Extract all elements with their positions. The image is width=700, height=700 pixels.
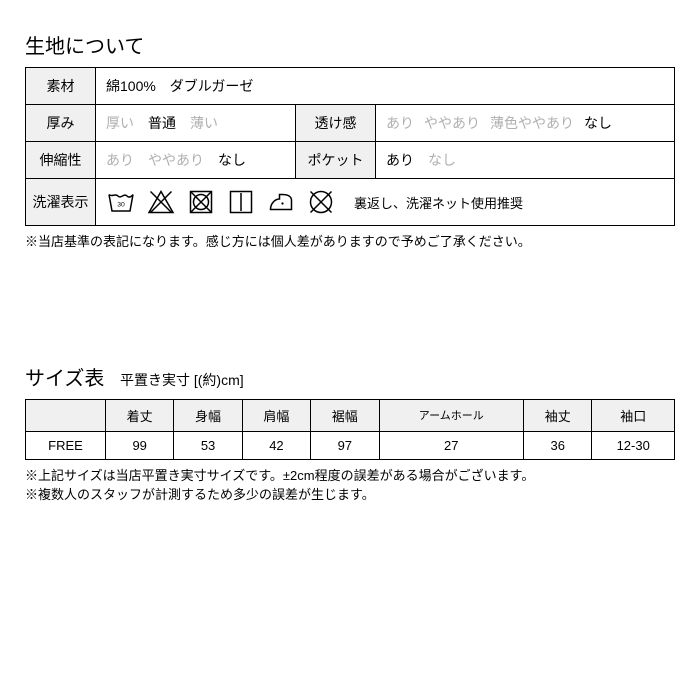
fabric-table: 素材 綿100% ダブルガーゼ 厚み 厚い 普通 薄い 透け感 あり ややあり … <box>25 67 675 226</box>
size-cell: 12-30 <box>592 431 675 459</box>
size-cell: 27 <box>379 431 524 459</box>
sheer-label: 透け感 <box>296 105 376 142</box>
size-col: 身幅 <box>174 399 242 431</box>
stretch-opt: あり <box>106 150 134 170</box>
svg-text:30: 30 <box>117 202 125 209</box>
thickness-opt: 厚い <box>106 113 134 133</box>
tumble-icon <box>186 187 216 217</box>
bleach-icon <box>146 187 176 217</box>
size-cell: 36 <box>524 431 592 459</box>
material-label: 素材 <box>26 68 96 105</box>
stretch-opt: ややあり <box>148 150 204 170</box>
pocket-opt: なし <box>428 150 456 170</box>
care-label: 洗濯表示 <box>26 179 96 226</box>
stretch-label: 伸縮性 <box>26 142 96 179</box>
size-col <box>26 399 106 431</box>
size-note2: ※複数人のスタッフが計測するため多少の誤差が生じます。 <box>25 485 675 505</box>
size-row: FREE 99 53 42 97 27 36 12-30 <box>26 431 675 459</box>
sheer-opt: 薄色ややあり <box>490 113 574 133</box>
iron-icon <box>266 187 296 217</box>
sheer-opt: なし <box>584 113 612 133</box>
size-title: サイズ表 平置き実寸 [(約)cm] <box>25 362 675 391</box>
sheer-opt: ややあり <box>424 113 480 133</box>
care-text: 裏返し、洗濯ネット使用推奨 <box>354 193 523 212</box>
size-col: 肩幅 <box>242 399 310 431</box>
sheer-options: あり ややあり 薄色ややあり なし <box>382 113 668 133</box>
size-cell: 99 <box>106 431 174 459</box>
size-note1: ※上記サイズは当店平置き実寸サイズです。±2cm程度の誤差がある場合がございます… <box>25 466 675 486</box>
size-title-text: サイズ表 <box>25 368 104 390</box>
thickness-opt: 薄い <box>190 113 218 133</box>
care-icons: 30 裏返し、洗濯ネット使用推奨 <box>102 187 668 217</box>
fabric-title: 生地について <box>25 30 675 59</box>
dry-icon <box>226 187 256 217</box>
thickness-options: 厚い 普通 薄い <box>102 113 289 133</box>
thickness-label: 厚み <box>26 105 96 142</box>
size-cell: 97 <box>311 431 379 459</box>
pocket-opt: あり <box>386 150 414 170</box>
size-header-row: 着丈 身幅 肩幅 裾幅 アームホール 袖丈 袖口 <box>26 399 675 431</box>
size-col: 着丈 <box>106 399 174 431</box>
fabric-note: ※当店基準の表記になります。感じ方には個人差がありますので予めご了承ください。 <box>25 232 675 252</box>
size-col: アームホール <box>379 399 524 431</box>
size-cell: 53 <box>174 431 242 459</box>
pocket-label: ポケット <box>296 142 376 179</box>
material-value: 綿100% ダブルガーゼ <box>96 68 675 105</box>
size-table: 着丈 身幅 肩幅 裾幅 アームホール 袖丈 袖口 FREE 99 53 42 9… <box>25 399 675 460</box>
fabric-section: 生地について 素材 綿100% ダブルガーゼ 厚み 厚い 普通 薄い 透け感 あ… <box>25 30 675 252</box>
size-section: サイズ表 平置き実寸 [(約)cm] 着丈 身幅 肩幅 裾幅 アームホール 袖丈… <box>25 362 675 505</box>
size-cell: FREE <box>26 431 106 459</box>
stretch-opt: なし <box>218 150 246 170</box>
size-subtitle: 平置き実寸 [(約)cm] <box>120 372 244 388</box>
pocket-options: あり なし <box>382 150 668 170</box>
size-col: 袖口 <box>592 399 675 431</box>
stretch-options: あり ややあり なし <box>102 150 289 170</box>
size-col: 裾幅 <box>311 399 379 431</box>
thickness-opt: 普通 <box>148 113 176 133</box>
size-col: 袖丈 <box>524 399 592 431</box>
size-cell: 42 <box>242 431 310 459</box>
dryclean-icon <box>306 187 336 217</box>
sheer-opt: あり <box>386 113 414 133</box>
wash-icon: 30 <box>106 187 136 217</box>
